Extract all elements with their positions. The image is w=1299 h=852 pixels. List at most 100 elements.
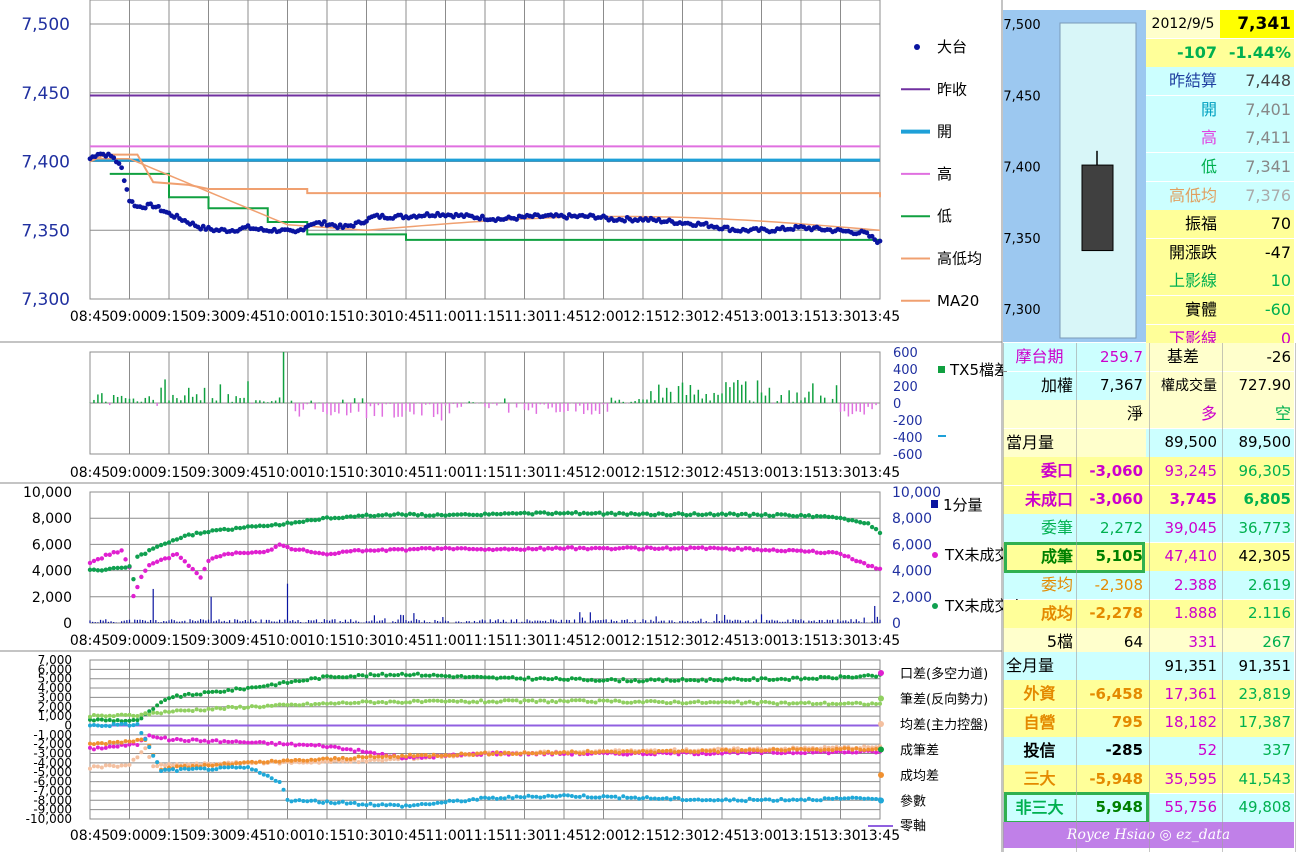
long-oi-point (593, 545, 598, 551)
diff-oi-point (648, 677, 653, 682)
diff-oi-point (163, 697, 168, 702)
diff-doneavg-point (731, 748, 736, 753)
diff-doneavg-point (443, 753, 448, 758)
diff-trade-point (380, 699, 385, 704)
legend-label: TX5檔差 (949, 361, 1009, 379)
diff-oi-point (249, 685, 254, 690)
x-tick-label: 13:00 (741, 828, 781, 844)
diff-trade-point (743, 700, 748, 705)
diff-oi-point (443, 674, 448, 679)
diff-done-point (854, 750, 859, 755)
diff-trade-point (364, 699, 369, 704)
x-tick-label: 09:45 (228, 633, 268, 649)
index-point (129, 199, 135, 204)
diff-doneavg-point (325, 756, 329, 761)
diff-oi-point (230, 688, 235, 693)
diff-doneavg-point (779, 748, 784, 753)
short-oi-point (747, 513, 752, 518)
diff-param-point (336, 800, 341, 805)
diff-oi-point (340, 675, 345, 680)
diff-trade-point (332, 701, 337, 706)
diff-param-point (502, 796, 507, 801)
diff-trade-point (558, 698, 563, 703)
short-oi-point (427, 513, 432, 518)
legend-marker (878, 721, 884, 727)
diff-oi-point (613, 677, 618, 682)
diff-avg-point (716, 746, 721, 751)
diff-oi-point (198, 692, 203, 697)
short-oi-point (786, 513, 792, 518)
x-tick-label: 13:45 (860, 633, 900, 649)
diff-oi-point (194, 692, 199, 697)
diff-param-point (321, 800, 326, 805)
diff-param-point (589, 795, 594, 800)
short-oi-point (530, 512, 535, 517)
long-oi-point (877, 566, 883, 572)
diff-doneavg-point (427, 754, 432, 759)
diff-param-point (526, 793, 531, 798)
legend-label: 筆差(反向勢力) (900, 692, 988, 708)
index-point (321, 219, 327, 224)
short-oi-point (277, 522, 282, 528)
x-tick-label: 10:45 (386, 633, 426, 649)
short-oi-point (127, 564, 132, 569)
diff-trade-point (838, 701, 843, 706)
diff-oi-point (91, 718, 96, 723)
y-tick-label: 0 (892, 616, 901, 632)
diff-oi-point (384, 673, 389, 678)
diff-param-point (510, 796, 515, 801)
short-oi-point (628, 511, 634, 516)
diff-param-point (494, 796, 499, 801)
short-oi-point (636, 512, 642, 517)
diff-trade-point (716, 700, 721, 705)
diff-done-point (285, 742, 290, 747)
diff-oi-point (589, 677, 594, 682)
long-oi-point (676, 546, 681, 551)
diff-doneavg-point (123, 739, 128, 744)
diff-oi-point (700, 677, 705, 682)
diff-param-point (435, 800, 440, 805)
diff-param-point (155, 760, 160, 765)
diff-doneavg-point (573, 750, 578, 755)
diff-oi-point (309, 676, 314, 681)
long-oi-point (226, 551, 231, 556)
y-tick-label: -10,000 (26, 812, 72, 826)
diff-trade-point (439, 699, 444, 704)
diff-param-point (656, 796, 661, 801)
diff-doneavg-point (814, 747, 819, 752)
diff-doneavg-point (546, 749, 551, 754)
diff-done-point (313, 743, 318, 748)
x-tick-label: 09:45 (228, 828, 268, 844)
diff-oi-point (771, 677, 776, 682)
diff-oi-point (799, 677, 803, 682)
diff-trade-point (404, 700, 408, 705)
long-oi-point (380, 547, 385, 552)
index-point (174, 212, 180, 218)
diff-avg-point (143, 746, 148, 751)
diff-oi-point (629, 679, 634, 684)
diff-done-point (328, 744, 333, 749)
diff-trade-point (830, 701, 835, 706)
long-oi-point (151, 561, 156, 566)
long-oi-point (352, 548, 357, 553)
diff-done-point (88, 745, 92, 750)
short-oi-point (123, 565, 128, 570)
diff-doneavg-point (862, 747, 867, 752)
diff-avg-point (376, 757, 381, 762)
short-oi-point (498, 511, 503, 517)
diff-oi-point (396, 672, 401, 677)
diff-param-point (325, 799, 329, 804)
diff-trade-point (115, 712, 120, 717)
long-oi-point (668, 546, 673, 552)
diff-trade-point (400, 700, 405, 705)
diff-avg-point (147, 754, 152, 759)
long-oi-point (763, 547, 768, 553)
diff-oi-point (388, 672, 393, 677)
diff-param-point (834, 796, 839, 801)
x-tick-label: 08:45 (70, 309, 110, 325)
diff-trade-point (471, 699, 476, 704)
diff-doneavg-point (755, 748, 760, 753)
long-oi-point (842, 553, 847, 559)
diff-param-point (569, 793, 574, 798)
